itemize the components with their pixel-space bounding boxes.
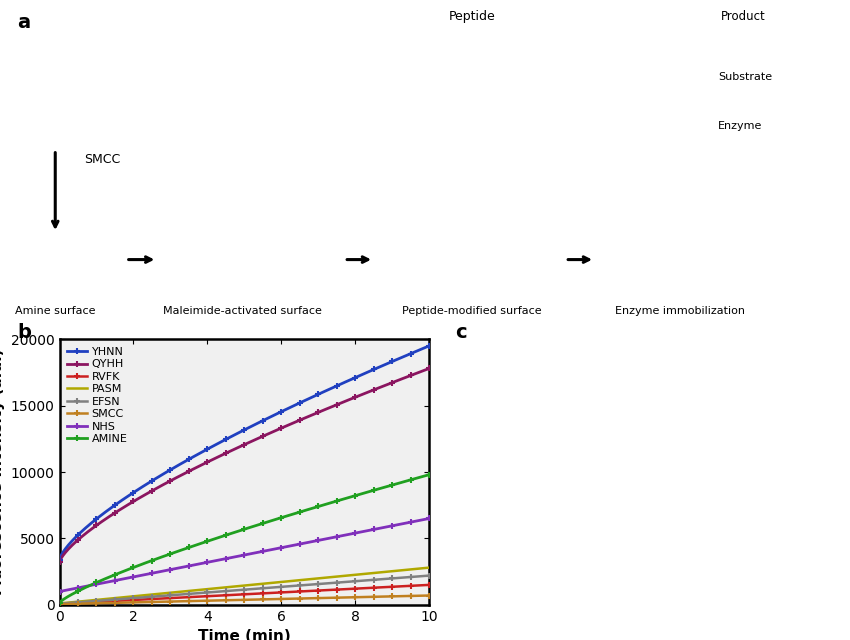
Text: Peptide: Peptide: [449, 10, 495, 23]
Y-axis label: Fluorescence Intensity (a.u.): Fluorescence Intensity (a.u.): [0, 349, 5, 595]
Text: c: c: [455, 323, 467, 342]
Text: Product: Product: [722, 10, 766, 23]
Text: Amine surface: Amine surface: [15, 306, 95, 316]
Text: SMCC: SMCC: [84, 153, 120, 166]
Text: Enzyme: Enzyme: [718, 122, 762, 131]
Text: Substrate: Substrate: [718, 72, 773, 81]
Text: Peptide-modified surface: Peptide-modified surface: [402, 306, 541, 316]
Text: b: b: [17, 323, 31, 342]
Text: Maleimide-activated surface: Maleimide-activated surface: [163, 306, 321, 316]
X-axis label: Time (min): Time (min): [198, 629, 291, 640]
Legend: YHNN, QYHH, RVFK, PASM, EFSN, SMCC, NHS, AMINE: YHNN, QYHH, RVFK, PASM, EFSN, SMCC, NHS,…: [65, 345, 130, 446]
Text: Enzyme immobilization: Enzyme immobilization: [615, 306, 745, 316]
Text: a: a: [17, 13, 30, 32]
